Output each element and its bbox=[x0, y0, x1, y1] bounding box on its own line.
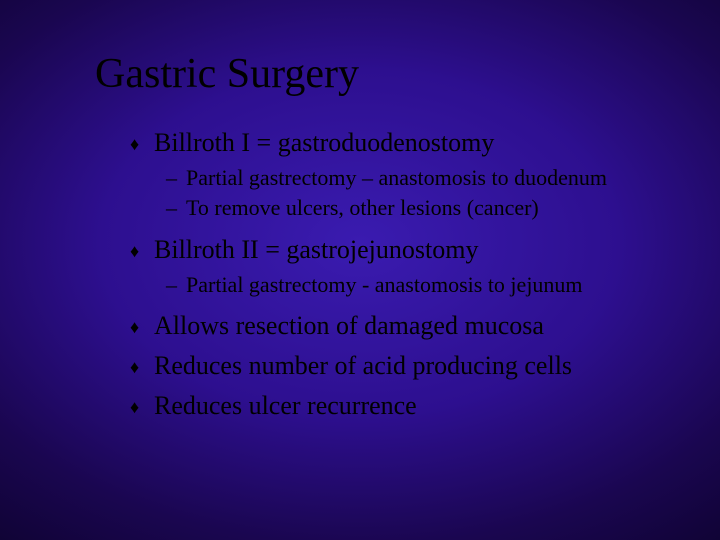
sub-bullet-item: –Partial gastrectomy - anastomosis to je… bbox=[166, 271, 680, 300]
diamond-bullet-icon: ♦ bbox=[130, 356, 154, 379]
bullet-item: ♦Allows resection of damaged mucosa bbox=[130, 309, 680, 343]
dash-bullet-icon: – bbox=[166, 164, 186, 193]
spacer bbox=[130, 225, 680, 227]
bullet-text: Billroth I = gastroduodenostomy bbox=[154, 128, 494, 157]
bullet-text: Reduces ulcer recurrence bbox=[154, 391, 417, 420]
diamond-bullet-icon: ♦ bbox=[130, 240, 154, 263]
slide-container: Gastric Surgery ♦Billroth I = gastroduod… bbox=[0, 0, 720, 540]
bullet-text: Allows resection of damaged mucosa bbox=[154, 311, 544, 340]
sub-bullet-text: Partial gastrectomy – anastomosis to duo… bbox=[186, 165, 607, 190]
diamond-bullet-icon: ♦ bbox=[130, 133, 154, 156]
sub-bullet-text: Partial gastrectomy - anastomosis to jej… bbox=[186, 272, 583, 297]
dash-bullet-icon: – bbox=[166, 194, 186, 223]
sub-bullet-item: –Partial gastrectomy – anastomosis to du… bbox=[166, 164, 680, 193]
bullet-text: Reduces number of acid producing cells bbox=[154, 351, 572, 380]
spacer bbox=[130, 301, 680, 303]
bullet-item: ♦Billroth II = gastrojejunostomy bbox=[130, 233, 680, 267]
slide-content: ♦Billroth I = gastroduodenostomy –Partia… bbox=[130, 120, 680, 427]
bullet-item: ♦Reduces number of acid producing cells bbox=[130, 349, 680, 383]
sub-bullet-item: –To remove ulcers, other lesions (cancer… bbox=[166, 194, 680, 223]
bullet-item: ♦Billroth I = gastroduodenostomy bbox=[130, 126, 680, 160]
diamond-bullet-icon: ♦ bbox=[130, 316, 154, 339]
dash-bullet-icon: – bbox=[166, 271, 186, 300]
bullet-item: ♦Reduces ulcer recurrence bbox=[130, 389, 680, 423]
diamond-bullet-icon: ♦ bbox=[130, 396, 154, 419]
bullet-text: Billroth II = gastrojejunostomy bbox=[154, 235, 478, 264]
slide-title: Gastric Surgery bbox=[95, 50, 359, 98]
sub-bullet-text: To remove ulcers, other lesions (cancer) bbox=[186, 195, 539, 220]
